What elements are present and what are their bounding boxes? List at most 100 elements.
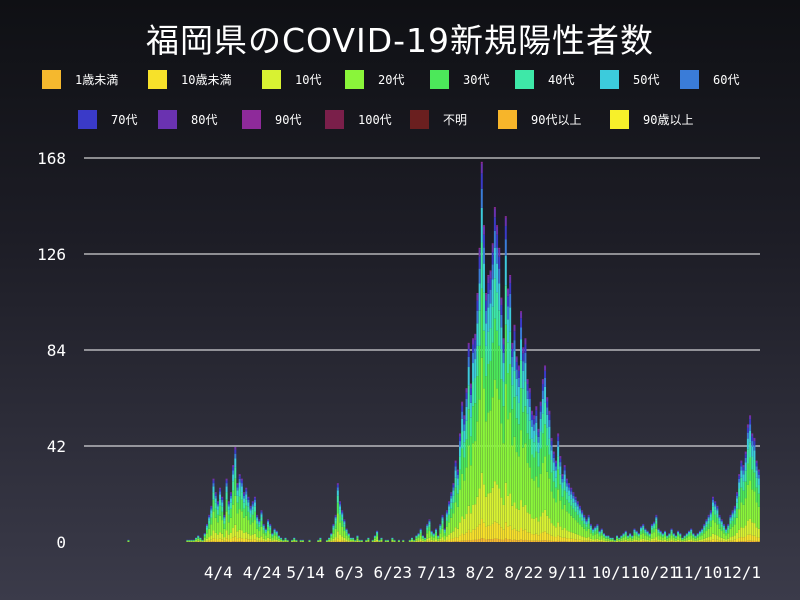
bar-segment [714,514,717,523]
bar-segment [430,531,433,533]
bar-segment [256,520,259,524]
bar-segment [469,402,472,418]
bar-segment [482,234,485,248]
bar-segment [696,535,699,538]
bar-segment [703,540,706,542]
bar-segment [240,499,243,512]
bar-segment [701,541,704,542]
bar-segment [618,541,621,542]
bar-segment [509,293,512,308]
bar-segment [482,292,485,331]
bar-segment [269,529,272,534]
bar-segment [733,535,736,540]
bar-segment [245,505,248,516]
bar-segment [214,492,217,494]
bar-segment [707,518,710,521]
bar-segment [243,495,246,499]
bar-segment [736,492,738,494]
bar-segment [609,538,612,539]
bar-segment [749,424,752,431]
bar-segment [576,509,579,515]
bar-segment [546,445,549,472]
bar-segment [740,477,743,488]
bar-segment [210,508,213,511]
bar-segment [511,356,514,368]
bar-segment [561,509,564,530]
bar-segment [236,487,239,491]
bar-segment [469,383,472,385]
bar-segment [454,477,457,488]
bar-segment [707,520,710,524]
bar-segment [229,502,232,509]
bar-segment [245,491,248,495]
bar-segment [474,334,477,341]
bar-segment [685,534,688,535]
bar-segment [537,452,540,467]
bar-segment [256,516,259,519]
bar-segment [210,517,213,525]
bar-segment [576,522,579,535]
bar-segment [247,533,250,540]
bar-segment [552,525,555,537]
bar-segment [524,529,527,540]
bar-segment [661,534,664,535]
bar-segment [267,524,270,527]
bar-segment [718,520,721,524]
bar-segment [452,538,455,542]
bar-segment [535,476,538,518]
bar-segment [722,529,725,534]
bar-segment [262,540,265,542]
bar-segment [341,514,344,518]
bar-segment [247,506,250,512]
bar-segment [293,541,296,542]
bar-segment [458,540,461,542]
bar-segment [653,538,656,541]
bar-segment [631,536,634,538]
bar-segment [576,504,579,507]
bar-segment [472,406,475,444]
bar-segment [731,510,734,512]
bar-segment [465,406,468,421]
bar-segment [500,349,503,380]
bar-segment [570,538,573,542]
bar-segment [509,525,512,540]
bar-segment [264,529,267,531]
bar-segment [500,379,503,424]
bar-segment [587,523,590,529]
bar-segment [712,511,714,521]
bar-segment [530,420,533,427]
bar-segment [528,388,531,389]
bar-segment [736,502,738,509]
bar-segment [517,377,520,387]
bar-segment [349,538,352,540]
bar-segment [511,343,514,349]
legend-label: 90代 [275,113,302,127]
bar-segment [208,523,211,529]
bar-segment [583,528,586,538]
bar-segment [729,537,732,541]
bar-segment [563,465,566,468]
bar-segment [506,296,509,307]
bar-segment [755,470,758,478]
bar-segment [240,492,243,500]
bar-segment [541,433,544,463]
bar-segment [232,474,235,482]
bar-segment [626,540,629,542]
bar-segment [644,529,647,531]
bar-segment [749,518,752,535]
bar-segment [328,538,331,539]
bar-segment [491,252,494,265]
bar-segment [585,526,588,532]
bar-segment [428,537,431,541]
bar-segment [714,506,717,510]
bar-segment [380,538,383,540]
y-tick-label: 0 [56,533,66,552]
bar-segment [749,415,752,416]
bar-segment [727,533,730,539]
bar-segment [347,534,350,536]
bar-segment [746,520,749,535]
bar-segment [489,525,492,540]
bar-segment [271,540,274,542]
bar-segment [581,512,584,515]
bar-segment [238,541,241,542]
